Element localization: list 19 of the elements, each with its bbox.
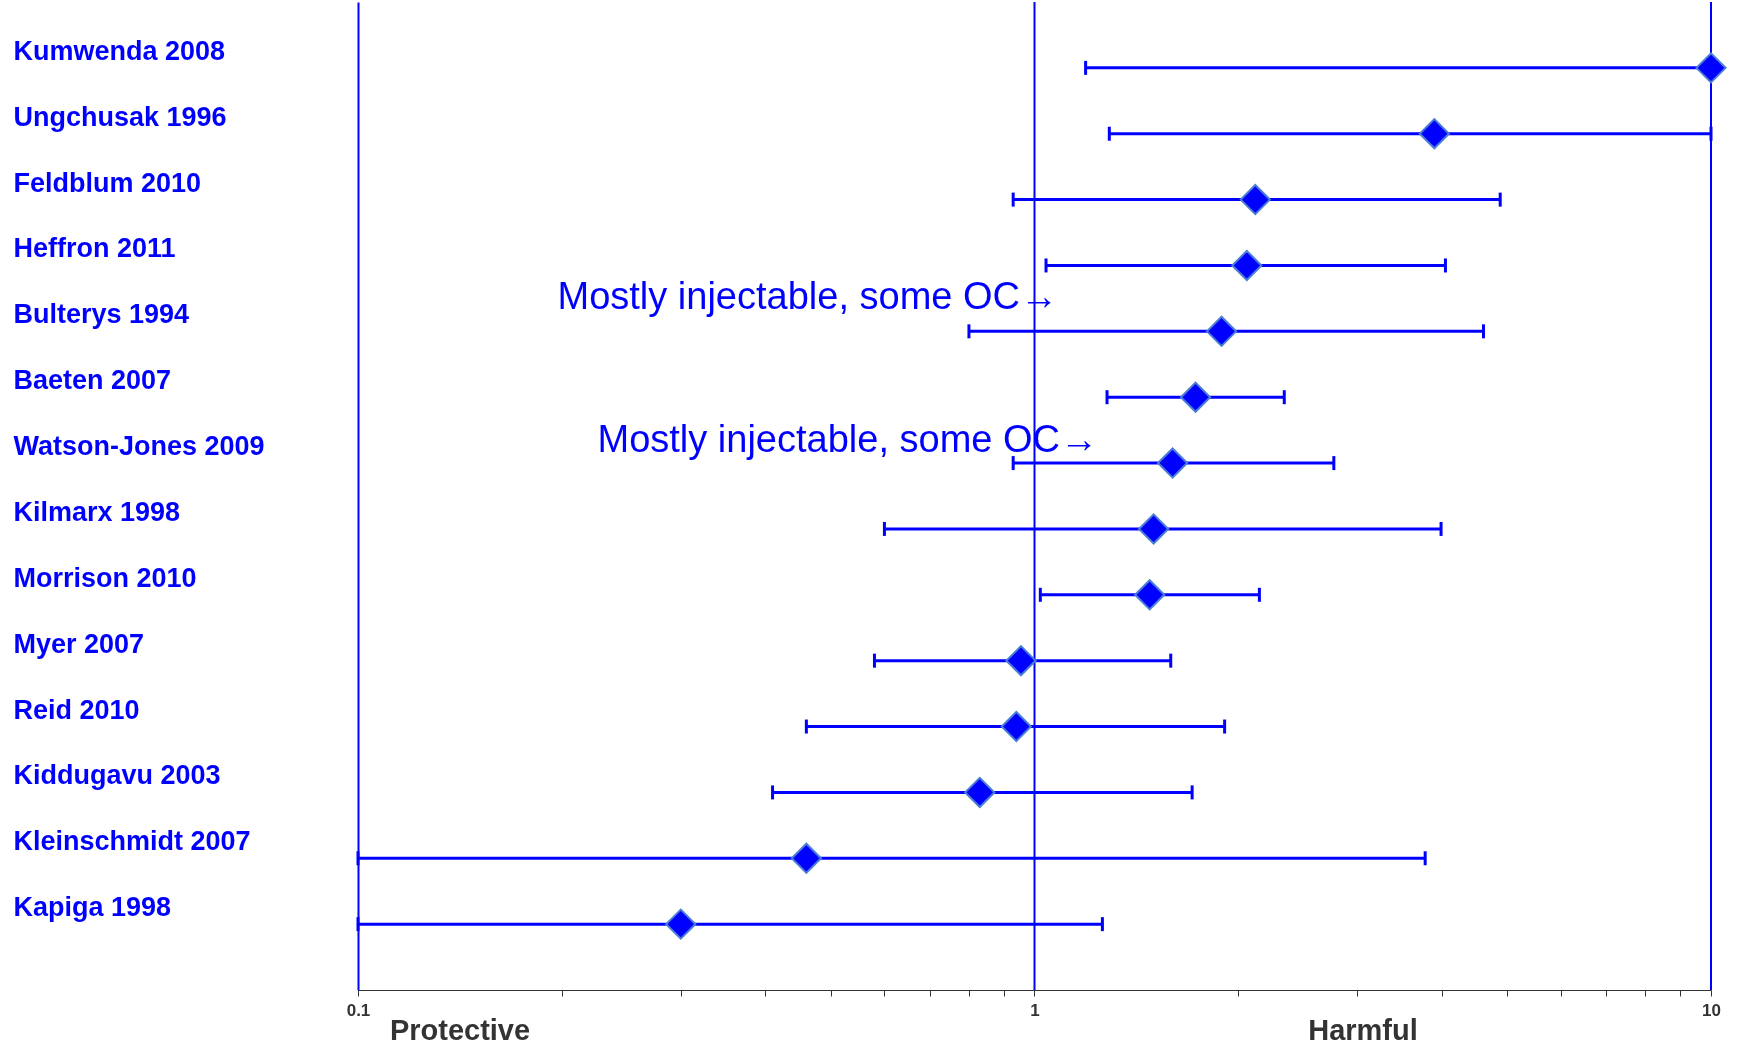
x-tick-label: 1 xyxy=(1030,1000,1040,1020)
text: Protective xyxy=(389,1014,531,1046)
y-tick-label: Kilmarx 1998 xyxy=(13,496,181,527)
y-tick-label: Kumwenda 2008 xyxy=(13,35,226,66)
y-tick-label: Ungchusak 1996 xyxy=(13,101,227,132)
y-tick-label: Myer 2007 xyxy=(13,628,145,659)
y-tick-label: Kapiga 1998 xyxy=(13,892,172,923)
y-tick-label: Heffron 2011 xyxy=(13,233,176,264)
x-tick-label: 0.1 xyxy=(346,1000,371,1020)
y-tick-label: Kiddugavu 2003 xyxy=(13,760,221,791)
x-tick-label: 10 xyxy=(1702,1000,1721,1020)
y-tick-label: Feldblum 2010 xyxy=(13,167,202,198)
y-tick-label: Kleinschmidt 2007 xyxy=(13,826,251,857)
y-tick-label: Baeten 2007 xyxy=(13,365,172,396)
text: Harmful xyxy=(1308,1014,1418,1046)
y-tick-label: Watson-Jones 2009 xyxy=(13,431,265,462)
y-tick-label: Reid 2010 xyxy=(13,694,140,725)
y-tick-label: Bulterys 1994 xyxy=(13,299,190,330)
y-tick-label: Morrison 2010 xyxy=(13,562,197,593)
